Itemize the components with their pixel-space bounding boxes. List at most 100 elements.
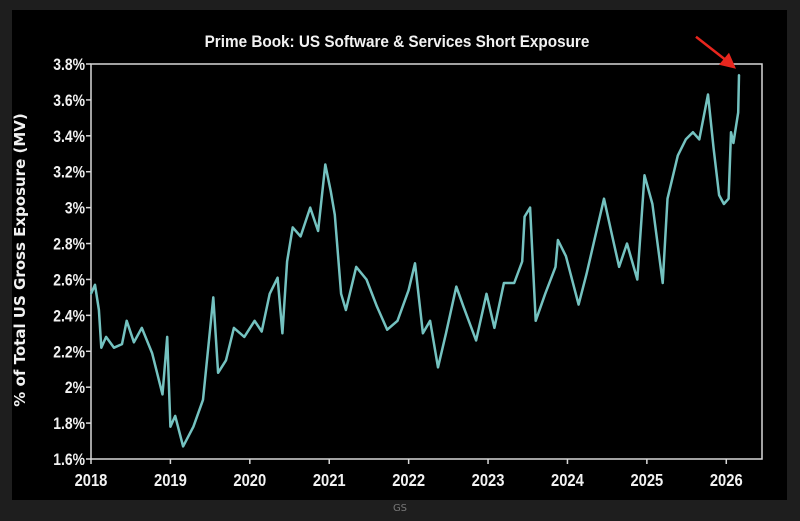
data-point xyxy=(324,163,327,166)
data-point xyxy=(738,73,740,76)
data-point xyxy=(661,282,664,284)
data-point xyxy=(737,111,740,114)
data-point xyxy=(98,309,100,311)
data-point xyxy=(268,292,271,295)
data-point xyxy=(174,415,177,417)
data-point xyxy=(281,332,284,335)
data-point xyxy=(333,213,336,216)
y-tick-label: 3.8% xyxy=(53,56,85,75)
data-point xyxy=(676,154,679,157)
arrow-head xyxy=(718,52,736,69)
data-point xyxy=(140,327,143,329)
data-point xyxy=(317,230,320,232)
data-point xyxy=(414,262,416,265)
data-point xyxy=(309,206,312,209)
data-point xyxy=(513,282,516,284)
data-point xyxy=(493,327,496,329)
data-point xyxy=(603,197,605,200)
y-tick-label: 2.2% xyxy=(53,343,85,362)
data-point xyxy=(217,371,219,374)
y-tick-label: 2.6% xyxy=(53,271,85,290)
data-point xyxy=(276,276,279,279)
data-point xyxy=(529,206,532,209)
x-tick-label: 2024 xyxy=(551,471,585,491)
x-tick-label: 2025 xyxy=(630,471,663,491)
x-tick-label: 2020 xyxy=(233,471,266,491)
data-point xyxy=(192,425,195,428)
x-tick-label: 2026 xyxy=(710,471,743,491)
data-point xyxy=(253,319,256,322)
x-tick-label: 2021 xyxy=(313,471,346,491)
data-point xyxy=(182,445,185,448)
y-tick-label: 3.2% xyxy=(53,164,85,183)
data-point xyxy=(169,425,172,428)
plot-frame xyxy=(90,63,763,460)
data-point xyxy=(396,319,399,322)
data-point xyxy=(260,330,263,333)
y-tick-label: 2% xyxy=(65,379,85,398)
data-point xyxy=(225,359,227,362)
data-point xyxy=(386,328,389,331)
data-point xyxy=(365,278,368,281)
y-tick-label: 3.6% xyxy=(53,92,85,111)
data-point xyxy=(618,265,620,268)
data-point xyxy=(684,138,687,141)
data-point xyxy=(534,319,537,322)
arrow-shaft xyxy=(695,35,729,63)
data-point xyxy=(722,203,725,205)
annotation-arrow xyxy=(695,35,736,69)
x-tick-label: 2022 xyxy=(392,471,425,491)
x-tick-label: 2019 xyxy=(154,471,187,491)
data-point xyxy=(485,292,488,295)
data-point xyxy=(422,332,424,335)
data-point xyxy=(445,332,447,335)
data-point xyxy=(291,226,294,229)
data-point xyxy=(151,352,154,354)
y-axis-label: % of Total US Gross Exposure (MV) xyxy=(12,113,29,406)
data-point xyxy=(712,147,715,150)
data-point xyxy=(475,339,478,342)
data-point xyxy=(698,138,701,141)
y-tick-label: 3.4% xyxy=(53,128,85,147)
data-point xyxy=(577,303,580,306)
data-point xyxy=(345,309,347,311)
data-point xyxy=(202,398,204,401)
line-chart: Prime Book: US Software & Services Short… xyxy=(12,32,763,491)
data-point xyxy=(233,327,235,329)
y-tick-label: 1.6% xyxy=(53,451,85,470)
data-point xyxy=(90,292,92,295)
data-point xyxy=(299,235,302,238)
data-point xyxy=(610,230,613,232)
data-point xyxy=(523,215,526,218)
source-label: GS xyxy=(392,503,408,514)
data-point xyxy=(732,142,735,144)
data-point xyxy=(329,190,332,193)
y-tick-label: 2.4% xyxy=(53,307,85,326)
data-point xyxy=(340,292,343,295)
data-point xyxy=(132,341,135,344)
data-point xyxy=(407,289,410,292)
data-point xyxy=(557,239,559,241)
data-point xyxy=(113,346,115,349)
data-point xyxy=(455,285,458,288)
y-tick-label: 1.8% xyxy=(53,415,85,434)
data-point xyxy=(437,366,439,369)
data-point xyxy=(100,346,103,349)
data-point xyxy=(544,292,547,295)
data-point xyxy=(666,197,669,200)
data-point xyxy=(643,174,646,177)
data-point xyxy=(730,131,732,134)
data-point xyxy=(651,203,654,205)
x-tick-label: 2018 xyxy=(75,471,108,491)
data-point xyxy=(355,265,358,268)
data-point xyxy=(692,131,694,134)
data-point xyxy=(212,296,215,299)
data-point xyxy=(636,278,639,281)
chart-title: Prime Book: US Software & Services Short… xyxy=(205,32,590,51)
data-point xyxy=(718,194,721,196)
y-tick-label: 3% xyxy=(65,199,85,218)
data-point xyxy=(375,305,378,308)
data-point xyxy=(521,260,524,263)
data-point xyxy=(121,343,123,345)
data-point xyxy=(626,242,628,245)
